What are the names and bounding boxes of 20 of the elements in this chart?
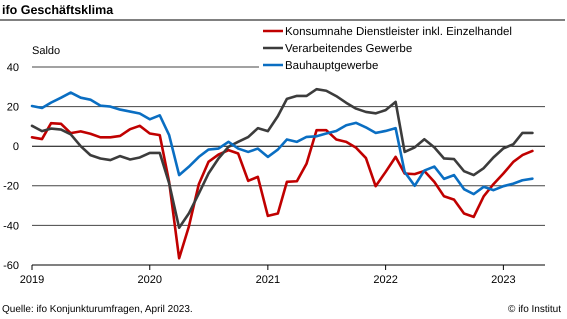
y-tick-label: 0 (12, 141, 19, 154)
x-tick-label: 2022 (373, 274, 398, 286)
source-note: Quelle: ifo Konjunkturumfragen, April 2023. (2, 304, 193, 315)
line-series (30, 91, 534, 196)
y-tick-label: 20 (6, 101, 19, 114)
chart-title: ifo Geschäftsklima (2, 3, 114, 17)
y-tick-label: -60 (3, 260, 19, 272)
line-series (30, 122, 534, 260)
x-tick-label: 2023 (491, 274, 516, 286)
legend-label: Bauhauptgewerbe (285, 60, 378, 72)
y-tick-label: -40 (3, 220, 19, 232)
y-tick-label: -20 (3, 180, 19, 193)
x-tick-label: 2019 (20, 274, 44, 286)
x-tick-label: 2021 (256, 274, 280, 286)
y-axis-title: Saldo (32, 45, 60, 57)
text: © ifo Institut (508, 304, 562, 315)
x-tick-label: 2020 (138, 274, 162, 286)
y-tick-label: 40 (6, 62, 19, 74)
legend-label: Verarbeitendes Gewerbe (285, 43, 412, 56)
legend-label: Konsumnahe Dienstleister inkl. Einzelhandel (285, 26, 512, 38)
